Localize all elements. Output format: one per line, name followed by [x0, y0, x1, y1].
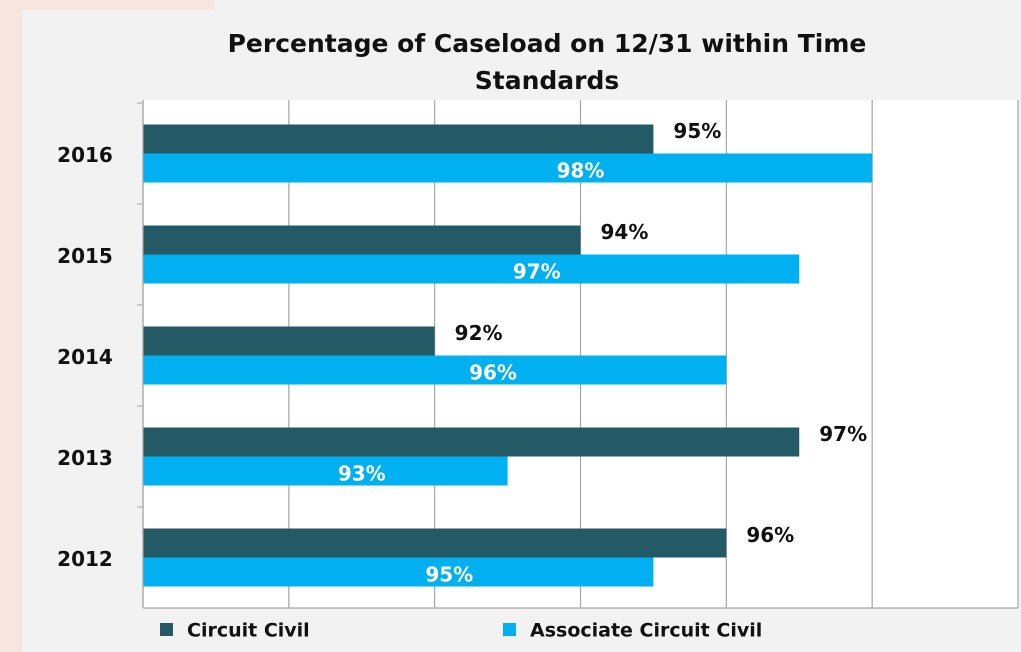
y-tick-label: 2012 [57, 547, 113, 571]
bar [143, 427, 800, 457]
bar [143, 225, 581, 255]
data-label: 96% [469, 361, 517, 385]
y-tick-label: 2015 [57, 244, 113, 268]
y-tick-label: 2016 [57, 143, 113, 167]
data-label: 92% [455, 321, 503, 345]
data-label: 97% [513, 260, 561, 284]
data-label: 97% [819, 422, 867, 446]
data-label: 96% [746, 523, 794, 547]
bar [143, 254, 800, 284]
bar [143, 528, 727, 558]
data-label: 95% [673, 119, 721, 143]
bar [143, 456, 508, 486]
data-label: 95% [425, 563, 473, 587]
legend-label: Circuit Civil [187, 620, 310, 642]
legend-swatch [503, 623, 516, 636]
data-label: 94% [601, 220, 649, 244]
chart-title: Percentage of Caseload on 12/31 within T… [228, 29, 867, 95]
y-tick-label: 2013 [57, 446, 113, 470]
bar [143, 326, 435, 356]
bar [143, 557, 654, 587]
legend-swatch [160, 623, 173, 636]
y-tick-label: 2014 [57, 345, 113, 369]
bar [143, 153, 873, 183]
bar [143, 355, 727, 385]
bar [143, 124, 654, 154]
legend-label: Associate Circuit Civil [530, 620, 762, 642]
chart-background-top [215, 0, 1021, 10]
data-label: 93% [338, 462, 386, 486]
data-label: 98% [557, 159, 605, 183]
